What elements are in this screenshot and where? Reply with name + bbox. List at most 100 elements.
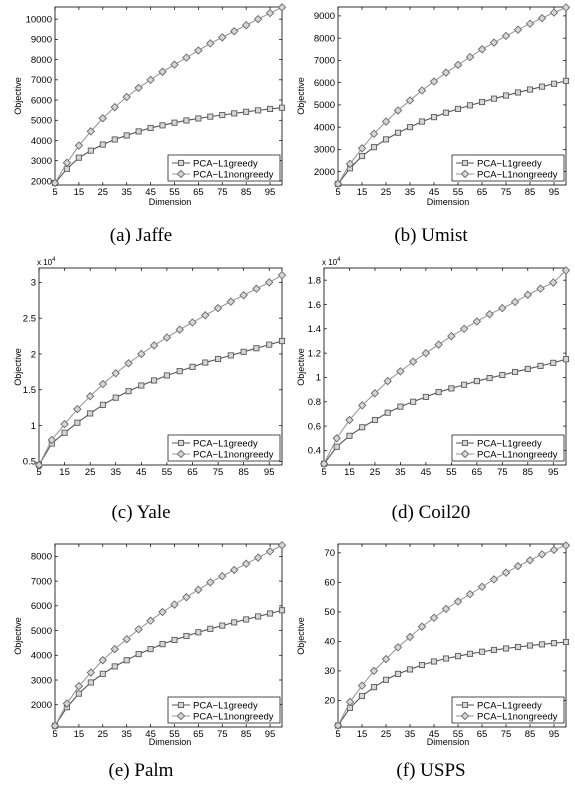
x-axis-label: Dimension (149, 197, 192, 207)
x-tick-label: 5 (36, 467, 41, 478)
x-tick-label: 65 (187, 467, 198, 478)
subfigure-caption: (f) USPS (396, 760, 465, 781)
data-point-square (253, 345, 260, 352)
data-point-diamond (510, 297, 520, 307)
data-point-square (490, 95, 498, 102)
y-tick-label: 3 (31, 278, 36, 289)
data-point-square (430, 658, 438, 665)
data-point-diamond (86, 668, 96, 677)
y-tick-label: 1 (316, 373, 321, 384)
data-point-diamond (229, 27, 239, 36)
data-point-square (466, 102, 474, 109)
data-point-square (448, 385, 455, 392)
data-point-square (461, 381, 468, 388)
data-point-square (231, 110, 238, 117)
data-point-square (371, 416, 378, 424)
data-point-diamond (98, 655, 108, 665)
data-point-square (526, 86, 534, 93)
data-point-diamond (434, 340, 443, 349)
data-point-square (176, 368, 183, 375)
data-point-square (486, 375, 493, 382)
legend-diamond-marker (176, 711, 186, 721)
data-point-square (61, 429, 68, 436)
y-tick-label: 0.5 (23, 457, 36, 468)
x-tick-label: 15 (59, 467, 70, 478)
y-tick-label: 7000 (314, 56, 335, 67)
y-tick-label: 2.5 (23, 313, 36, 324)
x-tick-label: 55 (453, 729, 464, 740)
y-tick-label: 1.2 (308, 348, 321, 359)
data-point-square (278, 338, 286, 345)
legend-diamond-marker (460, 449, 470, 459)
data-point-square (550, 640, 558, 647)
y-tick-label: 8000 (314, 33, 335, 44)
data-point-square (358, 153, 366, 160)
data-point-diamond (370, 389, 380, 398)
y-tick-label: 3000 (314, 145, 335, 156)
data-point-square (123, 657, 130, 664)
y-tick-label: 1 (31, 421, 36, 432)
x-tick-label: 55 (446, 467, 457, 478)
data-point-square (123, 132, 130, 139)
data-point-square (111, 136, 118, 143)
data-point-diamond (62, 699, 72, 708)
data-point-square (473, 378, 480, 385)
data-point-square (562, 77, 570, 84)
x-tick-label: 95 (264, 467, 275, 478)
y-tick-label: 10000 (26, 14, 52, 25)
y-tick-label: 6000 (31, 95, 52, 106)
data-point-square (278, 104, 286, 111)
y-tick-label: 40 (324, 637, 335, 648)
x-tick-label: 95 (265, 187, 276, 198)
subplot-1: 5 15 25 35 45 55 65 75 85 95 2000 3000 4000 5000 6000 7… (13, 3, 287, 246)
data-point-square (359, 424, 366, 431)
data-point-diamond (50, 721, 60, 730)
data-point-square (87, 679, 94, 686)
y-tick-label: 30 (324, 666, 335, 677)
data-point-diamond (381, 654, 391, 664)
data-point-diamond (459, 324, 469, 334)
data-point-diamond (561, 266, 571, 275)
data-point-diamond (98, 379, 108, 389)
data-point-diamond (537, 13, 547, 23)
data-point-diamond (525, 19, 535, 28)
data-point-square (111, 663, 118, 670)
data-point-diamond (158, 607, 167, 617)
data-point-square (266, 341, 273, 348)
y-tick-label: 60 (324, 578, 335, 589)
y-tick-label: 6000 (31, 601, 52, 612)
x-tick-label: 75 (497, 467, 508, 478)
data-point-diamond (477, 582, 487, 592)
data-point-square (435, 388, 442, 396)
x-tick-label: 5 (52, 729, 57, 740)
data-point-diamond (206, 39, 215, 48)
data-point-square (410, 398, 417, 405)
data-point-square (524, 365, 531, 372)
data-point-diamond (73, 404, 82, 414)
y-tick-label: 2000 (31, 176, 52, 187)
data-point-diamond (498, 303, 507, 313)
data-point-square (550, 359, 557, 366)
x-axis-label: Dimension (149, 737, 192, 747)
y-tick-label: 7000 (31, 576, 52, 587)
legend-entry: PCA−L1greedy (477, 438, 542, 449)
data-point-square (147, 124, 154, 132)
y-tick-label: 4000 (31, 651, 52, 662)
x-tick-label: 95 (265, 729, 276, 740)
legend-entry: PCA−L1nongreedy (477, 449, 558, 460)
data-point-square (562, 638, 570, 646)
data-point-diamond (345, 697, 355, 707)
data-point-diamond (477, 45, 487, 54)
data-point-diamond (333, 721, 343, 730)
data-point-square (75, 154, 82, 161)
x-tick-label: 75 (213, 467, 224, 478)
x-tick-label: 15 (357, 187, 368, 198)
data-point-square (418, 118, 426, 125)
x-tick-label: 35 (121, 729, 132, 740)
data-point-diamond (465, 589, 475, 599)
data-point-diamond (319, 459, 329, 469)
legend-entry: PCA−L1nongreedy (193, 711, 274, 722)
